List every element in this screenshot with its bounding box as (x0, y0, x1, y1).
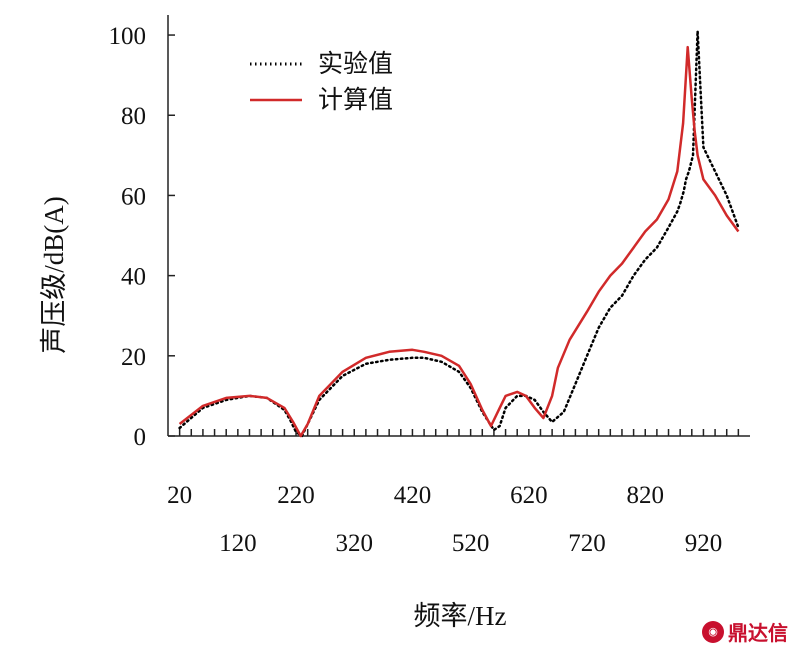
legend: 实验值 计算值 (250, 50, 393, 114)
y-tick-label: 0 (134, 424, 147, 451)
y-ticks: 0 20 40 60 80 100 (109, 23, 175, 451)
watermark: ◉ 鼎达信 (702, 617, 788, 646)
x-tick-label-lower: 520 (452, 530, 490, 557)
x-tick-label-lower: 120 (219, 530, 257, 557)
x-tick-label-upper: 20 (167, 482, 192, 509)
y-tick-label: 40 (121, 264, 146, 291)
x-tick-label-upper: 820 (626, 482, 664, 509)
watermark-text: 鼎达信 (728, 621, 788, 645)
series-line-calculated (178, 45, 740, 438)
y-axis-label: 声压级/dB(A) (39, 196, 69, 354)
x-axis-label: 频率/Hz (414, 601, 507, 631)
x-tick-label-lower: 320 (335, 530, 373, 557)
x-tick-label-lower: 720 (568, 530, 606, 557)
legend-label-calculated: 计算值 (318, 86, 393, 114)
series-layer (178, 29, 740, 438)
x-tick-label-upper: 620 (510, 482, 548, 509)
x-tick-label-upper: 220 (277, 482, 315, 509)
watermark-logo-icon: ◉ (702, 620, 724, 643)
y-tick-label: 60 (121, 183, 146, 210)
y-tick-label: 80 (121, 103, 146, 130)
x-tick-label-upper: 420 (394, 482, 432, 509)
y-tick-label: 20 (121, 344, 146, 371)
y-tick-label: 100 (109, 23, 147, 50)
series-line-experimental (178, 29, 740, 438)
x-ticks: 20 220 420 620 820 120 320 520 720 920 (167, 429, 740, 557)
legend-label-experimental: 实验值 (318, 50, 393, 78)
x-tick-label-lower: 920 (685, 530, 723, 557)
